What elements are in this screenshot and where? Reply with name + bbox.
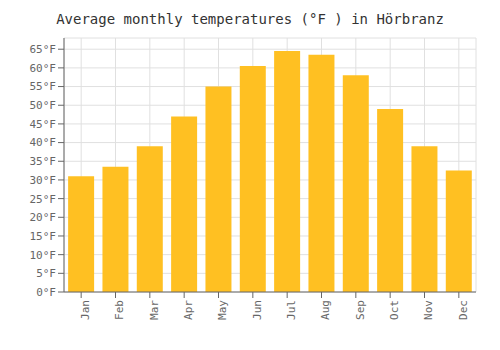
svg-text:40°F: 40°F — [30, 136, 57, 149]
svg-text:Apr: Apr — [182, 300, 195, 320]
svg-text:Mar: Mar — [148, 300, 161, 320]
svg-text:15°F: 15°F — [30, 230, 57, 243]
svg-text:55°F: 55°F — [30, 80, 57, 93]
svg-text:10°F: 10°F — [30, 249, 57, 262]
svg-text:Aug: Aug — [319, 300, 332, 320]
svg-text:45°F: 45°F — [30, 118, 57, 131]
html-text:Average monthly temperatures (: Average monthly temperatures (°F ) in Hö… — [56, 11, 444, 27]
svg-text:5°F: 5°F — [36, 267, 56, 280]
svg-text:50°F: 50°F — [30, 99, 57, 112]
svg-text:25°F: 25°F — [30, 193, 57, 206]
svg-text:Nov: Nov — [422, 300, 435, 320]
svg-text:Feb: Feb — [113, 300, 126, 320]
svg-text:Oct: Oct — [388, 300, 401, 320]
svg-text:May: May — [216, 300, 229, 320]
svg-text:35°F: 35°F — [30, 155, 57, 168]
svg-text:Sep: Sep — [354, 300, 367, 320]
svg-text:Jun: Jun — [251, 300, 264, 320]
svg-text:Jul: Jul — [285, 300, 298, 320]
svg-text:20°F: 20°F — [30, 211, 57, 224]
svg-text:30°F: 30°F — [30, 174, 57, 187]
svg-text:0°F: 0°F — [36, 286, 56, 299]
svg-text:60°F: 60°F — [30, 62, 57, 75]
svg-text:Jan: Jan — [79, 300, 92, 320]
svg-text:Dec: Dec — [457, 300, 470, 320]
svg-text:65°F: 65°F — [30, 43, 57, 56]
